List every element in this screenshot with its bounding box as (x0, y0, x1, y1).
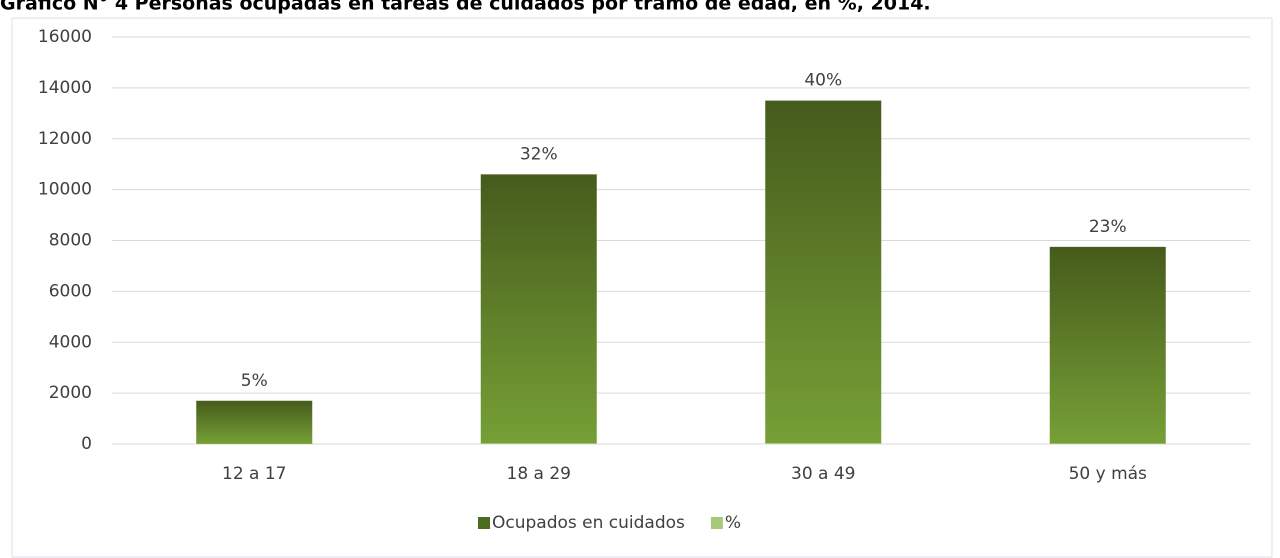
data-label: 32% (520, 144, 558, 164)
bar (765, 100, 882, 444)
y-tick-label: 10000 (38, 180, 92, 200)
y-tick-label: 14000 (38, 78, 92, 98)
chart-frame (11, 17, 1273, 558)
data-label: 5% (241, 371, 268, 391)
y-tick-label: 8000 (49, 231, 92, 251)
bar (1049, 443, 1166, 444)
legend-label: % (725, 513, 741, 533)
y-tick-label: 12000 (38, 129, 92, 149)
y-tick-label: 2000 (49, 383, 92, 403)
bar (480, 443, 597, 444)
x-tick-label: 50 y más (1069, 464, 1147, 484)
legend-swatch (478, 517, 490, 529)
y-tick-label: 4000 (49, 332, 92, 352)
legend-swatch (710, 517, 723, 529)
bar (196, 400, 313, 444)
bar (480, 174, 597, 445)
y-tick-label: 6000 (49, 281, 92, 301)
y-tick-label: 16000 (38, 27, 92, 47)
legend-label: Ocupados en cuidados (492, 513, 685, 533)
chart-title: Gráfico N° 4 Personas ocupadas en tareas… (0, 0, 931, 15)
x-tick-label: 12 a 17 (222, 464, 287, 484)
y-tick-label: 0 (81, 434, 92, 454)
bar (1049, 246, 1166, 444)
x-tick-label: 18 a 29 (507, 464, 572, 484)
bar (765, 442, 882, 444)
x-tick-label: 30 a 49 (791, 464, 856, 484)
data-label: 23% (1089, 217, 1127, 237)
data-label: 40% (804, 71, 842, 91)
